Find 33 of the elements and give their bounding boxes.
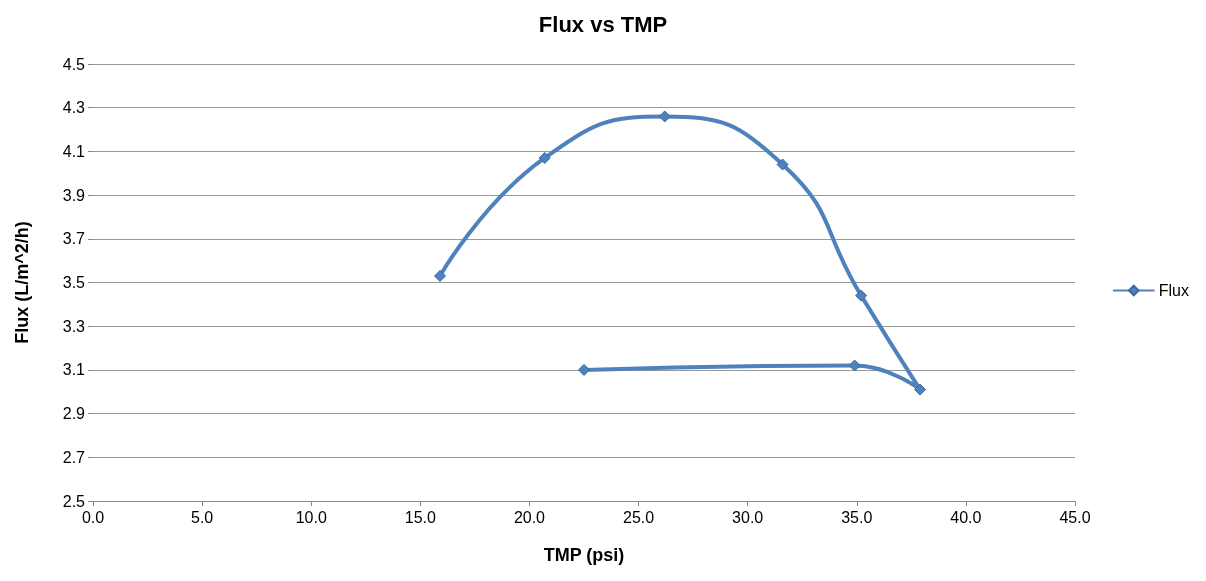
x-tick-label: 10.0 [295, 508, 327, 526]
point [855, 289, 868, 302]
y-tick-label: 4.3 [62, 99, 86, 117]
y-tick-label: 4.5 [62, 55, 86, 73]
y-tick-label: 2.9 [62, 405, 86, 423]
point [538, 151, 551, 164]
y-tick-label: 3.9 [62, 186, 86, 204]
x-tick-label: 20.0 [513, 508, 546, 526]
point [776, 158, 789, 171]
y-tick-label: 2.7 [62, 448, 86, 466]
x-tick-label: 15.0 [404, 508, 437, 526]
y-tick-label: 2.5 [62, 492, 86, 510]
point [658, 110, 671, 123]
chart-title: Flux vs TMP [538, 11, 668, 37]
point [433, 269, 446, 282]
point [578, 363, 590, 376]
x-tick-label: 0.0 [81, 508, 105, 526]
x-tick-label: 35.0 [841, 508, 873, 526]
y-tick-label: 4.1 [62, 142, 86, 160]
y-tick-label: 3.1 [62, 361, 86, 379]
x-tick-label: 30.0 [732, 508, 764, 526]
x-tick-label: 5.0 [190, 508, 214, 526]
point [848, 359, 861, 372]
x-tick-label: 40.0 [950, 508, 982, 526]
x-axis-title: TMP (psi) [543, 545, 625, 565]
y-axis-title: Flux (L/m^2/h) [12, 221, 32, 344]
y-tick-label: 3.5 [62, 274, 86, 291]
y-tick-label: 3.7 [62, 230, 86, 248]
legend-label: Flux [1158, 282, 1190, 299]
point [914, 383, 927, 396]
x-tick-label: 25.0 [622, 508, 655, 526]
y-tick-label: 3.3 [62, 317, 86, 335]
x-tick-label: 45.0 [1059, 508, 1091, 526]
